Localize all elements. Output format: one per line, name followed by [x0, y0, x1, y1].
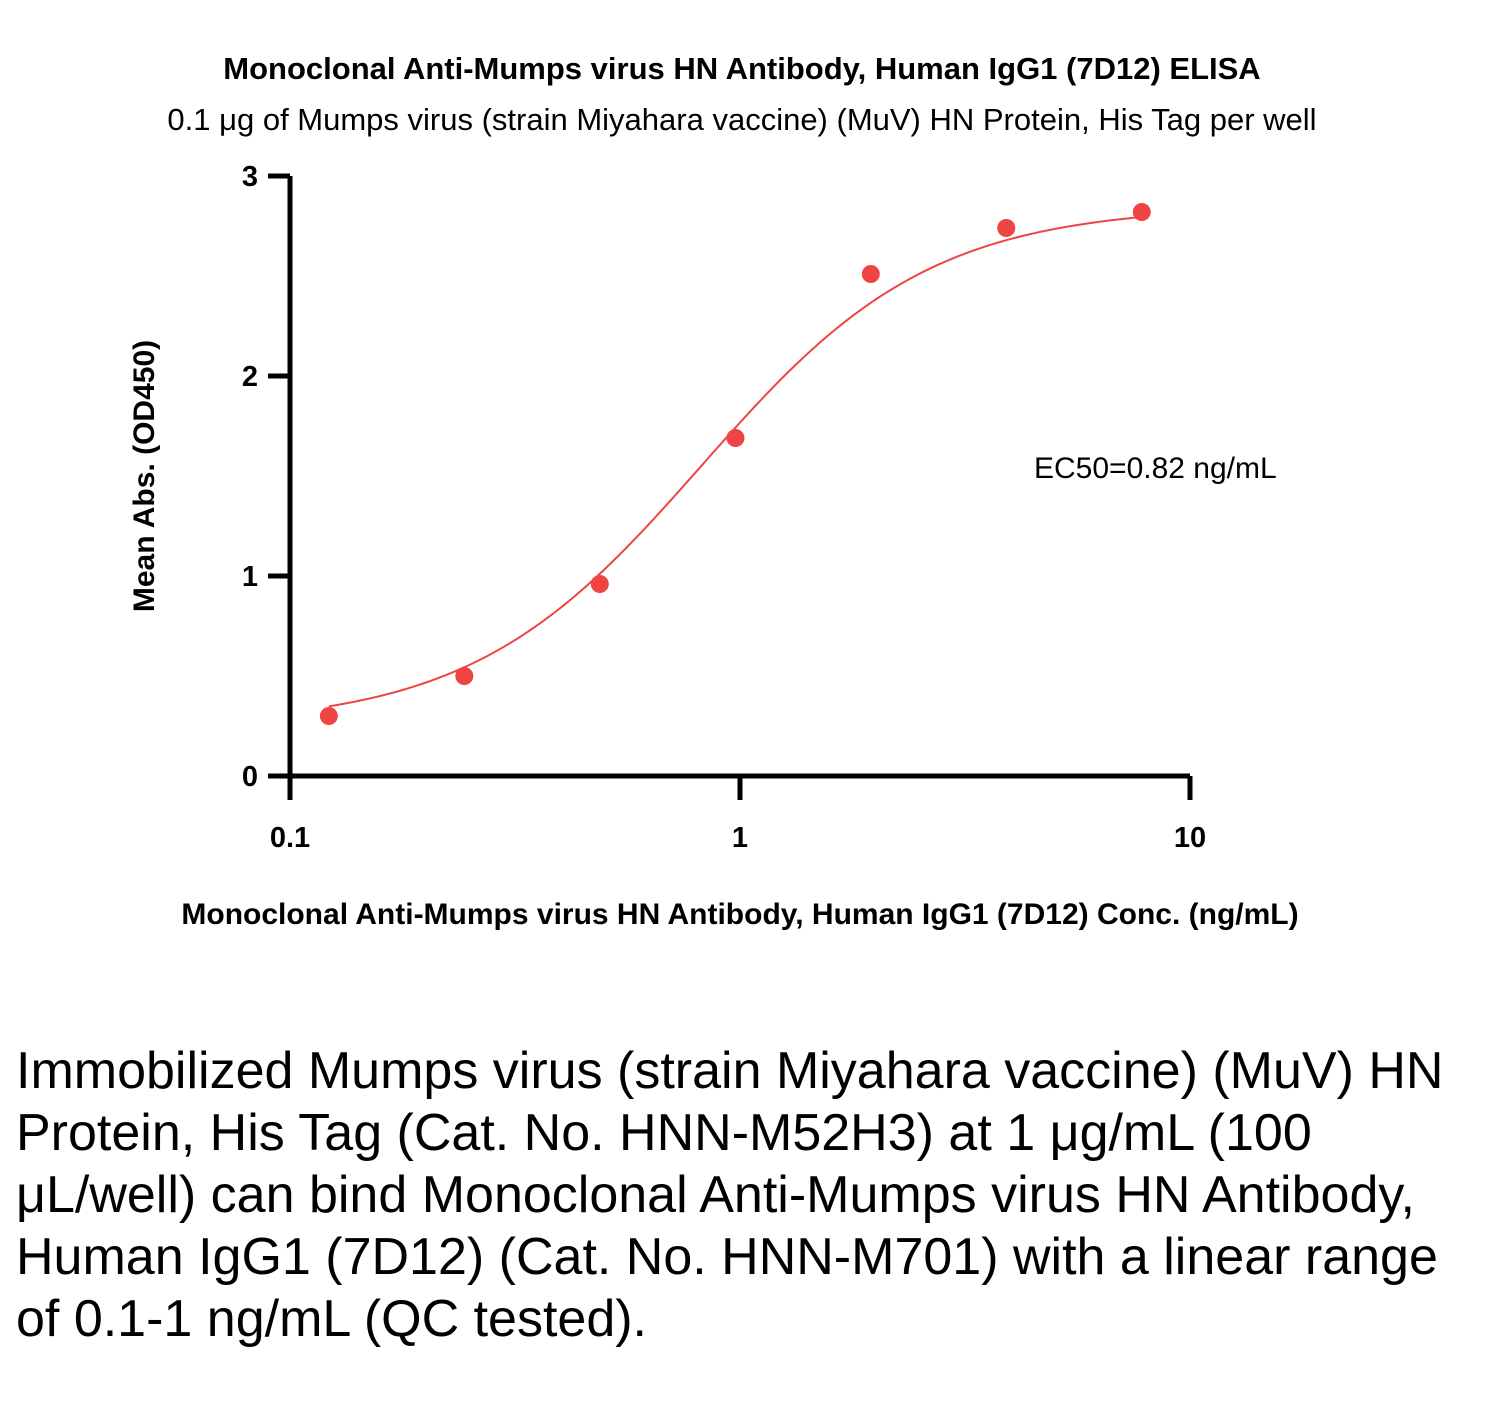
elisa-chart: Monoclonal Anti-Mumps virus HN Antibody,… — [128, 51, 1317, 931]
data-point — [726, 429, 745, 447]
ticks: 0 1 2 3 0.1 1 10 — [242, 161, 1206, 854]
data-points — [319, 203, 1151, 725]
y-tick-label: 2 — [242, 361, 258, 393]
x-axis-label: Monoclonal Anti-Mumps virus HN Antibody,… — [181, 898, 1298, 931]
x-tick-label: 10 — [1174, 822, 1206, 854]
chart-title: Monoclonal Anti-Mumps virus HN Antibody,… — [223, 51, 1260, 86]
y-tick-label: 0 — [242, 761, 258, 793]
data-point — [319, 707, 338, 725]
y-tick-label: 1 — [242, 561, 258, 593]
data-point — [861, 265, 880, 283]
y-tick-label: 3 — [242, 161, 258, 193]
x-tick-label: 0.1 — [270, 822, 310, 854]
data-point — [997, 219, 1016, 237]
data-point — [590, 575, 609, 593]
x-tick-label: 1 — [732, 822, 748, 854]
data-point — [455, 667, 474, 685]
fit-curve — [328, 216, 1142, 708]
chart-subtitle: 0.1 μg of Mumps virus (strain Miyahara v… — [167, 102, 1316, 137]
data-point — [1132, 203, 1151, 221]
ec50-annotation: EC50=0.82 ng/mL — [1034, 452, 1277, 485]
figure-caption: Immobilized Mumps virus (strain Miyahara… — [16, 1042, 1444, 1348]
y-axis-label: Mean Abs. (OD450) — [128, 340, 161, 612]
